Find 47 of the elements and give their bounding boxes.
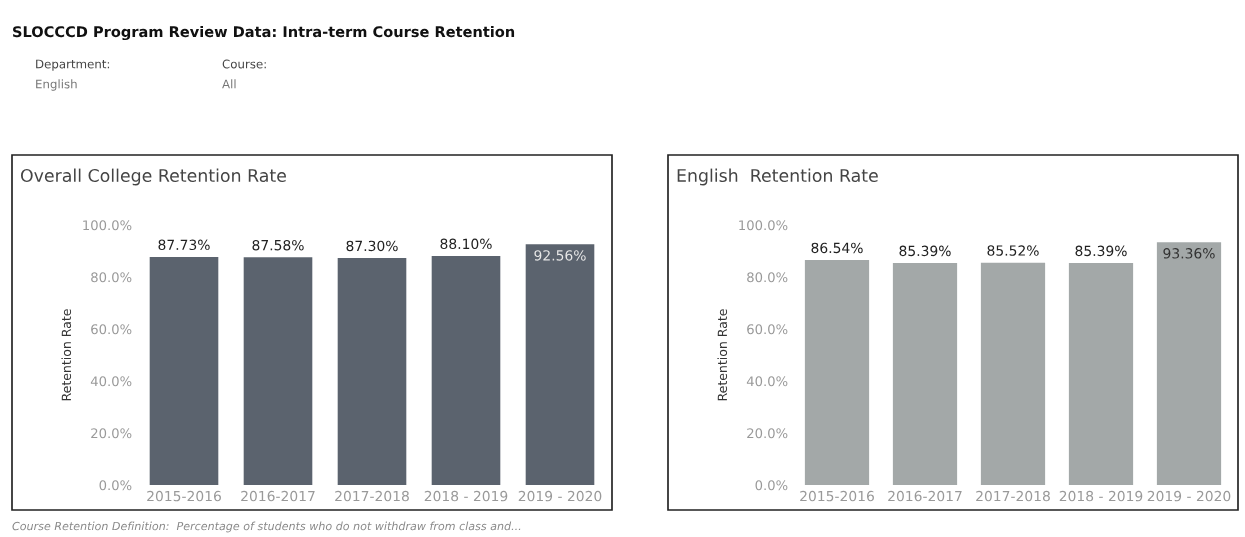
x-tick-label: 2019 - 2020: [1147, 490, 1231, 502]
y-tick-label: 60.0%: [747, 324, 788, 335]
data-label: 88.10%: [440, 238, 492, 250]
text: Department:: [36, 59, 110, 71]
bar: [431, 255, 501, 485]
chart-title: English Retention Rate: [677, 168, 878, 186]
bar: [149, 256, 219, 485]
x-tick-label: 2015-2016: [147, 490, 221, 502]
text: Course:: [222, 59, 266, 69]
bar: [243, 257, 313, 485]
data-label: 87.73%: [158, 239, 210, 251]
x-tick-label: 2017-2018: [976, 490, 1050, 502]
y-tick-label: 60.0%: [91, 324, 132, 335]
x-tick-label: 2018 - 2019: [1059, 490, 1143, 502]
y-tick-label: 20.0%: [747, 428, 788, 439]
data-label: 92.56%: [534, 250, 586, 261]
data-label: 87.58%: [252, 239, 304, 251]
x-tick-label: 2016-2017: [241, 490, 315, 502]
y-tick-label: 100.0%: [739, 220, 788, 231]
data-label: 85.39%: [1075, 245, 1127, 257]
x-tick-label: 2016-2017: [888, 490, 962, 502]
y-tick-label: 80.0%: [747, 272, 788, 283]
x-tick-label: 2017-2018: [335, 490, 409, 502]
y-tick-label: 0.0%: [99, 480, 132, 491]
x-tick-label: 2018 - 2019: [424, 490, 508, 502]
text: SLOCCCD Program Review Data: Intra-term Course Retention: [13, 25, 515, 41]
y-axis-title: Retention Rate: [717, 309, 728, 401]
text: English: [36, 79, 77, 91]
data-label: 85.52%: [987, 245, 1039, 256]
data-label: 85.39%: [899, 245, 951, 257]
chart-title: Overall College Retention Rate: [20, 168, 286, 186]
y-tick-label: 100.0%: [83, 220, 132, 231]
text: Course Retention Definition: Percentage of students who do not withdraw from class and...: [12, 521, 521, 533]
x-tick-label: 2015-2016: [800, 490, 874, 502]
y-axis-title: Retention Rate: [61, 309, 72, 401]
data-label: 87.30%: [346, 240, 398, 252]
data-label: 93.36%: [1163, 248, 1215, 259]
y-tick-label: 0.0%: [755, 480, 788, 491]
y-tick-label: 80.0%: [91, 272, 132, 283]
x-tick-label: 2019 - 2020: [518, 490, 602, 502]
bar: [337, 258, 407, 485]
y-tick-label: 40.0%: [746, 376, 788, 387]
y-tick-label: 20.0%: [91, 428, 132, 439]
data-label: 86.54%: [811, 242, 863, 254]
text: All: [222, 79, 236, 89]
bar: [525, 244, 595, 485]
y-tick-label: 40.0%: [90, 376, 132, 387]
